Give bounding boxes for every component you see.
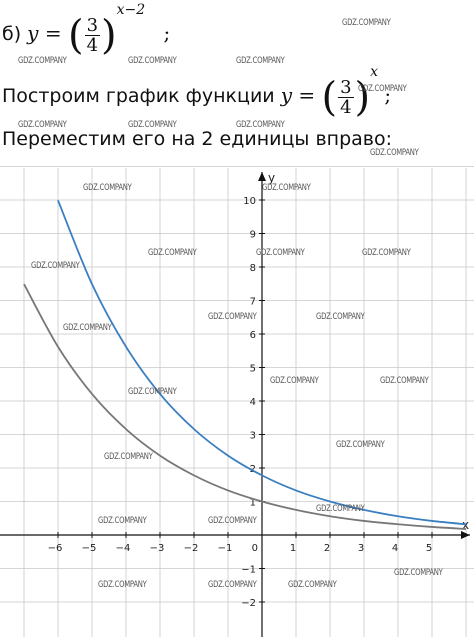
y-tick-label: 7 [250,297,256,308]
watermark: GDZ.COMPANY [128,120,177,130]
numerator: 3 [86,15,99,36]
watermark: GDZ.COMPANY [128,387,177,397]
watermark: GDZ.COMPANY [362,248,411,258]
x-tick-label: 5 [426,543,432,554]
exponent: x−2 [116,2,146,18]
watermark: GDZ.COMPANY [394,568,443,578]
watermark: GDZ.COMPANY [208,312,257,322]
y-tick-label: 3 [250,431,256,442]
y-axis-arrow [258,172,266,181]
watermark: GDZ.COMPANY [208,516,257,526]
watermark: GDZ.COMPANY [18,120,67,130]
watermark: GDZ.COMPANY [98,580,147,590]
watermark: GDZ.COMPANY [288,580,337,590]
watermark: GDZ.COMPANY [208,580,257,590]
left-paren: ( [321,74,338,121]
shift-text: Переместим его на 2 единицы вправо: [2,128,393,150]
watermark: GDZ.COMPANY [128,56,177,66]
watermark: GDZ.COMPANY [31,261,80,271]
formula-line-1: б) y = (3 4)x−2 ; [2,2,170,56]
curve-base-function [23,283,467,530]
watermark: GDZ.COMPANY [336,440,385,450]
watermark: GDZ.COMPANY [18,56,67,66]
x-axis-arrow [461,531,470,539]
denominator: 4 [84,35,101,56]
watermark: GDZ.COMPANY [262,183,311,193]
x-tick-label: −1 [218,543,233,554]
watermark: GDZ.COMPANY [83,183,132,193]
x-tick-label: 2 [324,543,330,554]
var-y: y [27,21,39,45]
watermark: GDZ.COMPANY [358,84,407,94]
watermark: GDZ.COMPANY [104,452,153,462]
equals-sign: = [38,21,68,45]
numerator: 3 [340,77,352,98]
watermark: GDZ.COMPANY [256,248,305,258]
origin-label: 0 [252,543,258,554]
item-label: б) [2,23,28,45]
watermark: GDZ.COMPANY [342,18,391,28]
watermark: GDZ.COMPANY [236,56,285,66]
watermark: GDZ.COMPANY [63,323,112,333]
x-tick-label: −2 [184,543,199,554]
watermark: GDZ.COMPANY [316,312,365,322]
x-tick-label: −6 [48,543,63,554]
curve-shifted-function [57,199,467,526]
right-paren: ) [101,12,117,59]
right-paren: ) [354,74,371,121]
y-tick-label: 6 [250,330,256,341]
left-paren: ( [67,12,84,59]
x-tick-label: 1 [290,543,296,554]
y-tick-label: 2 [250,464,256,475]
watermark: GDZ.COMPANY [270,376,319,386]
y-tick-label: 4 [250,397,256,408]
formula-line-2: Построим график функции y = (3 4)x ; [2,64,391,118]
watermark: GDZ.COMPANY [380,376,429,386]
watermark: GDZ.COMPANY [370,148,419,158]
y-tick-label: 9 [250,230,256,241]
semicolon: ; [378,83,392,107]
x-tick-label: −5 [82,543,97,554]
watermark: GDZ.COMPANY [316,504,365,514]
y-tick-label: 1 [250,498,256,509]
equals-sign: = [292,83,322,107]
axes [0,172,470,637]
y-tick-label: −2 [241,598,256,609]
watermark: GDZ.COMPANY [236,120,285,130]
y-tick-label: 8 [250,263,256,274]
x-tick-label: −3 [150,543,165,554]
y-tick-label: −1 [241,565,256,576]
x-tick-label: −4 [116,543,131,554]
x-tick-label: 3 [358,543,364,554]
var-y: y [280,83,292,107]
exponent: x [370,64,379,80]
y-axis-label: y [268,171,275,185]
curves [23,199,467,530]
x-tick-label: 4 [392,543,398,554]
denominator: 4 [338,97,354,118]
watermark: GDZ.COMPANY [98,516,147,526]
y-tick-label: 10 [243,196,256,207]
build-graph-text: Построим график функции [2,85,281,107]
grid [0,166,474,637]
watermark: GDZ.COMPANY [148,248,197,258]
semicolon: ; [157,21,171,45]
y-tick-label: 5 [250,364,256,375]
